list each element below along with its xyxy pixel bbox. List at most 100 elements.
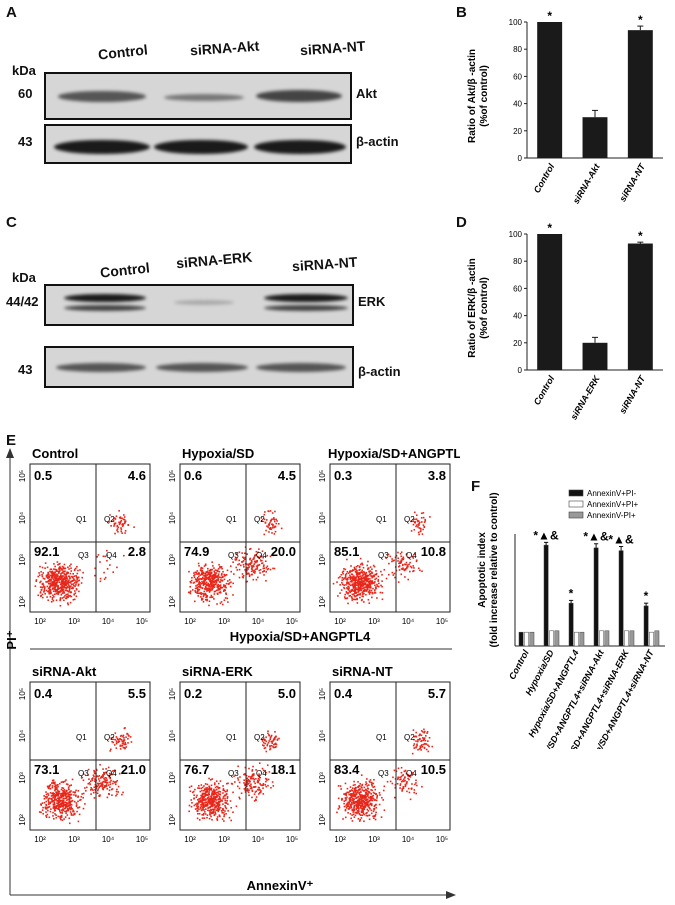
flow-plot-title: Hypoxia/SD [182,446,254,461]
flow-dot [350,817,353,820]
flow-dot [69,808,72,811]
flow-dot [49,582,52,584]
flow-dot [52,588,54,590]
chart-f-ylabel-line2: (fold increase relative to control) [489,492,500,647]
flow-dot [223,599,226,601]
flow-dot [377,579,380,581]
flow-dot [337,577,340,579]
flow-dot [243,788,246,790]
flow-dot [402,778,405,781]
flow-dot [269,748,271,751]
flow-dot [55,599,58,602]
flow-dot [359,575,362,577]
flow-dot [68,585,71,588]
flow-dot [67,792,69,794]
flow-dot [59,570,61,572]
flow-dot [215,793,218,796]
flow-dot [255,778,257,780]
flow-dot [338,805,341,807]
flow-dot [225,793,228,796]
flow-dot [204,593,206,596]
quadrant-name-q1: Q1 [376,515,387,524]
flow-dot [64,797,67,800]
flow-dot [97,784,100,786]
flow-dot [60,580,63,582]
flow-dot [99,777,102,779]
flow-dot [68,568,70,570]
flow-dot [364,573,366,575]
flow-dot [109,773,112,775]
flow-dot [222,789,225,791]
flow-dot [102,774,104,776]
flow-dot [52,781,55,784]
flow-dot [368,818,371,821]
flow-ytick-label: 10² [18,814,27,826]
flow-dot [263,567,266,570]
flow-dot [90,787,92,789]
flow-dot [251,777,253,780]
flow-dot [200,599,203,601]
flow-dot [50,574,53,577]
flow-dot [272,785,275,787]
chart-d-ytick-label: 40 [513,312,522,321]
flow-dot [116,788,118,791]
flow-dot [262,571,264,573]
flow-dot [423,731,426,734]
flow-dot [342,578,345,581]
flow-dot [196,817,199,820]
flow-dot [195,585,197,587]
flow-dot [224,805,226,807]
flow-dot [124,532,126,534]
flow-xtick-label: 10⁵ [136,835,148,844]
flow-dot [354,576,357,579]
flow-dot [347,592,349,595]
flow-dot [211,803,214,805]
flow-dot [278,737,280,740]
flow-dot [117,785,120,788]
flow-xtick-label: 10⁵ [136,617,148,626]
flow-dot [225,593,228,596]
flow-dot [198,588,201,591]
flow-dot [357,806,360,808]
flow-dot [49,589,52,591]
flow-dot [261,740,264,742]
flow-dot [355,584,358,586]
flow-dot [350,803,352,806]
flow-dot [249,557,251,560]
band [156,363,248,372]
flow-dot [203,593,205,595]
flow-dot [259,789,261,791]
flow-dot [67,593,69,595]
flow-dot [72,573,74,575]
flow-dot [217,573,220,575]
flow-dot [52,811,54,814]
flow-dot [215,788,218,791]
chart-f-bar [593,547,599,647]
flow-dot [340,581,343,584]
flow-dot [196,812,199,815]
flow-dot [209,578,212,580]
flow-dot [78,583,80,586]
flow-dot [255,560,258,562]
flow-dot [194,573,196,576]
flow-dot [343,805,346,808]
flow-dot [52,590,55,593]
flow-dot [54,590,57,593]
flow-xtick-label: 10² [34,617,46,626]
flow-dot [61,589,63,592]
flow-dot [213,800,215,803]
flow-dot [214,796,217,798]
flow-dot [378,803,381,806]
flow-dot [367,574,370,577]
flow-dot [411,556,414,558]
flow-dot [55,793,58,795]
flow-dot [200,568,202,570]
flow-dot [62,570,64,572]
flow-dot [210,797,213,799]
flow-dot [65,779,67,781]
flow-dot [46,576,49,579]
flow-dot [42,572,45,574]
flow-dot [242,576,244,579]
flow-dot [341,571,344,573]
flow-dot [53,808,56,810]
